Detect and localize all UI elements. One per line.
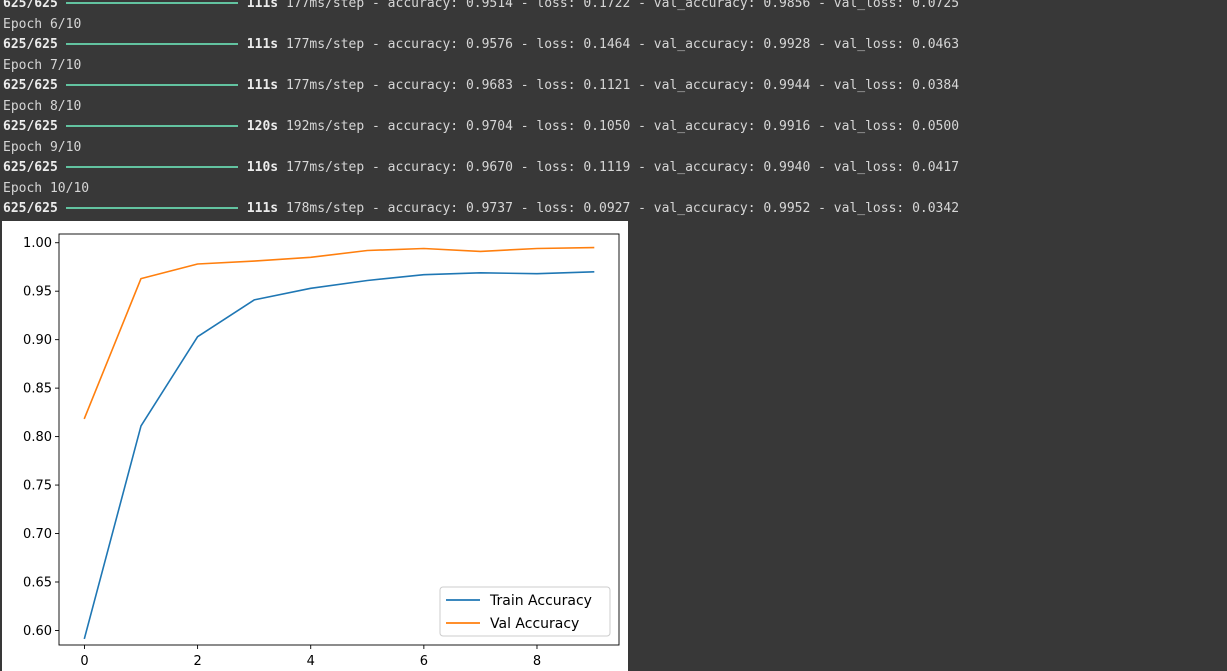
series-line-1 bbox=[83, 246, 595, 420]
epoch-header: Epoch 10/10 bbox=[3, 180, 90, 196]
epoch-progress-line: 625/625 110s 177ms/step - accuracy: 0.967… bbox=[0, 158, 1227, 179]
series-line-0 bbox=[83, 270, 595, 640]
epoch-time: 120s bbox=[246, 119, 279, 134]
epoch-progress-line: 625/625 111s 178ms/step - accuracy: 0.973… bbox=[0, 199, 1227, 220]
progress-bar bbox=[65, 206, 238, 209]
epoch-time: 111s bbox=[246, 37, 279, 52]
epoch-header: Epoch 6/10 bbox=[3, 16, 82, 32]
x-tick-label: 4 bbox=[307, 654, 315, 669]
epoch-progress-line: 625/625 120s 192ms/step - accuracy: 0.970… bbox=[0, 117, 1227, 138]
x-tick-label: 0 bbox=[80, 654, 88, 669]
x-tick-label: 2 bbox=[193, 654, 201, 669]
legend-label-1: Val Accuracy bbox=[490, 616, 579, 632]
epoch-progress-line: 625/625 111s 177ms/step - accuracy: 0.951… bbox=[0, 0, 1227, 15]
step-count: 625/625 bbox=[3, 78, 58, 93]
epoch-metrics: 178ms/step - accuracy: 0.9737 - loss: 0.… bbox=[285, 201, 960, 216]
training-log: 625/625 111s 177ms/step - accuracy: 0.951… bbox=[0, 0, 1227, 220]
y-tick-label: 0.70 bbox=[23, 527, 52, 542]
epoch-time: 111s bbox=[246, 201, 279, 216]
epoch-time: 110s bbox=[246, 160, 279, 175]
step-count: 625/625 bbox=[3, 160, 58, 175]
step-count: 625/625 bbox=[3, 0, 58, 11]
legend-box bbox=[439, 586, 611, 637]
epoch-header: Epoch 9/10 bbox=[3, 139, 82, 155]
y-tick-label: 0.75 bbox=[23, 479, 52, 494]
progress-bar bbox=[65, 1, 238, 4]
epoch-metrics: 177ms/step - accuracy: 0.9670 - loss: 0.… bbox=[285, 160, 960, 175]
progress-bar bbox=[65, 124, 238, 127]
epoch-time: 111s bbox=[246, 0, 279, 11]
step-count: 625/625 bbox=[3, 37, 58, 52]
epoch-metrics: 192ms/step - accuracy: 0.9704 - loss: 0.… bbox=[285, 119, 960, 134]
y-tick-label: 0.90 bbox=[23, 333, 52, 348]
y-tick-label: 0.85 bbox=[23, 382, 52, 397]
progress-bar bbox=[65, 165, 238, 168]
y-tick-label: 0.65 bbox=[23, 575, 52, 590]
epoch-header: Epoch 8/10 bbox=[3, 98, 82, 114]
epoch-metrics: 177ms/step - accuracy: 0.9514 - loss: 0.… bbox=[285, 0, 960, 11]
epoch-progress-line: 625/625 111s 177ms/step - accuracy: 0.957… bbox=[0, 35, 1227, 56]
epoch-time: 111s bbox=[246, 78, 279, 93]
x-tick-label: 8 bbox=[533, 654, 541, 669]
y-tick-label: 0.95 bbox=[23, 285, 52, 300]
accuracy-figure: 0.60 0.65 0.70 0.75 0.80 0.85 0.90 0.95 1.00 0 2 4 6… bbox=[2, 221, 628, 671]
legend-label-0: Train Accuracy bbox=[489, 593, 592, 609]
x-tick-label: 6 bbox=[420, 654, 428, 669]
plot-frame bbox=[58, 233, 620, 646]
accuracy-chart: 0.60 0.65 0.70 0.75 0.80 0.85 0.90 0.95 1.00 0 2 4 6… bbox=[23, 233, 620, 669]
step-count: 625/625 bbox=[3, 119, 58, 134]
progress-bar bbox=[65, 42, 238, 45]
epoch-header: Epoch 7/10 bbox=[3, 57, 82, 73]
step-count: 625/625 bbox=[3, 201, 58, 216]
epoch-metrics: 177ms/step - accuracy: 0.9683 - loss: 0.… bbox=[285, 78, 960, 93]
y-tick-label: 1.00 bbox=[23, 236, 52, 251]
epoch-progress-line: 625/625 111s 177ms/step - accuracy: 0.968… bbox=[0, 76, 1227, 97]
epoch-metrics: 177ms/step - accuracy: 0.9576 - loss: 0.… bbox=[285, 37, 960, 52]
y-tick-label: 0.80 bbox=[23, 430, 52, 445]
progress-bar bbox=[65, 83, 238, 86]
y-tick-label: 0.60 bbox=[23, 624, 52, 639]
